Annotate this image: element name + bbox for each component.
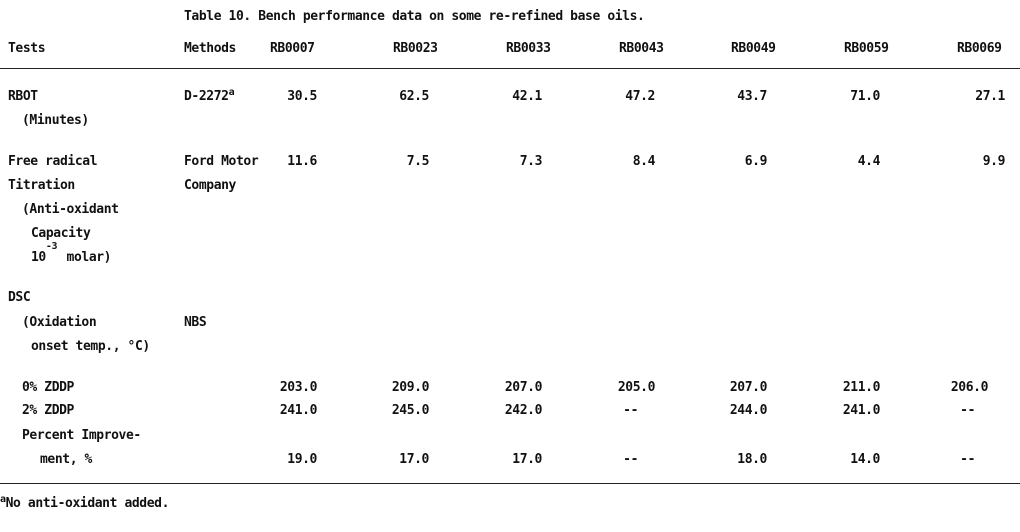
zddp-2-rb0049: 244.0	[729, 403, 768, 418]
zddp-0-rb0033: 207.0	[504, 380, 543, 395]
rbot-rb0059: 71.0	[850, 89, 880, 104]
header-rb0007: RB0007	[270, 41, 315, 56]
header-methods: Methods	[184, 41, 236, 56]
zddp-2-rb0007: 241.0	[279, 403, 318, 418]
rbot-method: D-2272a	[184, 87, 235, 104]
free-radical-method: Ford Motor	[184, 154, 259, 169]
free-radical-rb0033: 7.3	[519, 154, 543, 169]
free-radical-rb0023: 7.5	[406, 154, 430, 169]
header-rb0043: RB0043	[619, 41, 664, 56]
dsc-method: NBS	[184, 315, 207, 330]
improvement-label-2: ment, %	[40, 452, 92, 467]
header-rb0023: RB0023	[393, 41, 438, 56]
improvement-rb0069: --	[960, 452, 975, 467]
rbot-rb0007: 30.5	[287, 89, 317, 104]
exponent: -3	[45, 241, 58, 252]
free-radical-rb0043: 8.4	[632, 154, 656, 169]
rbot-unit: (Minutes)	[22, 113, 89, 128]
footnote-mark: a	[0, 494, 6, 505]
header-rb0033: RB0033	[506, 41, 551, 56]
zddp-2-label: 2% ZDDP	[22, 403, 74, 418]
dsc-label: DSC	[8, 290, 31, 305]
free-radical-method-2: Company	[184, 178, 236, 193]
zddp-0-rb0023: 209.0	[391, 380, 430, 395]
free-radical-rb0049: 6.9	[744, 154, 768, 169]
free-radical-label-2: Titration	[8, 178, 75, 193]
zddp-0-rb0007: 203.0	[279, 380, 318, 395]
improvement-rb0023: 17.0	[399, 452, 429, 467]
zddp-2-rb0023: 245.0	[391, 403, 430, 418]
table-title: Table 10. Bench performance data on some…	[184, 9, 645, 24]
free-radical-label: Free radical	[8, 154, 98, 169]
zddp-0-rb0043: 205.0	[617, 380, 656, 395]
zddp-2-rb0033: 242.0	[504, 403, 543, 418]
free-radical-rb0069: 9.9	[982, 154, 1006, 169]
header-rb0069: RB0069	[957, 41, 1002, 56]
dsc-label-2: (Oxidation	[22, 315, 97, 330]
improvement-rb0033: 17.0	[512, 452, 542, 467]
footnote: aNo anti-oxidant added.	[0, 494, 170, 511]
improvement-rb0059: 14.0	[850, 452, 880, 467]
free-radical-rb0007: 11.6	[287, 154, 317, 169]
zddp-0-rb0049: 207.0	[729, 380, 768, 395]
improvement-label: Percent Improve-	[22, 428, 141, 443]
free-radical-label-4: Capacity	[31, 226, 91, 241]
dsc-label-3: onset temp., °C)	[31, 339, 150, 354]
rbot-rb0043: 47.2	[625, 89, 655, 104]
zddp-2-rb0059: 241.0	[842, 403, 881, 418]
header-rb0049: RB0049	[731, 41, 776, 56]
zddp-2-rb0069: --	[960, 403, 975, 418]
zddp-2-rb0043: --	[623, 403, 638, 418]
zddp-0-rb0069: 206.0	[950, 380, 989, 395]
rbot-method-footnote-mark: a	[228, 87, 235, 98]
improvement-rb0043: --	[623, 452, 638, 467]
rbot-rb0023: 62.5	[399, 89, 429, 104]
header-rule	[0, 68, 1020, 69]
zddp-0-label: 0% ZDDP	[22, 380, 74, 395]
free-radical-label-3: (Anti-oxidant	[22, 202, 119, 217]
rbot-rb0049: 43.7	[737, 89, 767, 104]
rbot-label: RBOT	[8, 89, 38, 104]
free-radical-rb0059: 4.4	[857, 154, 881, 169]
improvement-rb0007: 19.0	[287, 452, 317, 467]
free-radical-label-5: 10-3 molar)	[31, 241, 112, 265]
bottom-rule	[0, 483, 1020, 484]
header-tests: Tests	[8, 41, 46, 56]
rbot-rb0069: 27.1	[975, 89, 1005, 104]
improvement-rb0049: 18.0	[737, 452, 767, 467]
rbot-rb0033: 42.1	[512, 89, 542, 104]
zddp-0-rb0059: 211.0	[842, 380, 881, 395]
header-rb0059: RB0059	[844, 41, 889, 56]
